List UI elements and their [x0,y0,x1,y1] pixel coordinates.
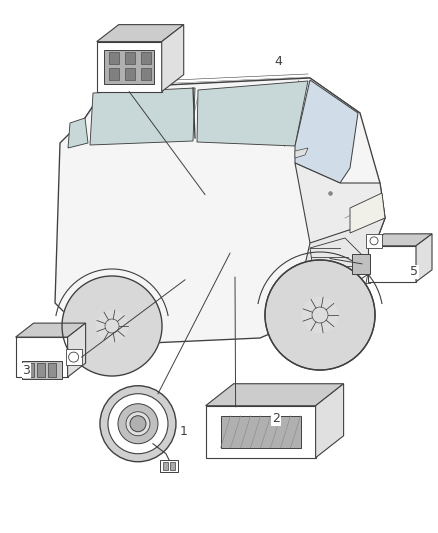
Bar [368,246,416,282]
Polygon shape [197,81,308,146]
Bar [163,462,168,470]
Polygon shape [97,25,184,42]
Circle shape [370,237,378,245]
Bar [141,68,151,79]
Text: 1: 1 [180,425,188,438]
Circle shape [100,386,176,462]
Polygon shape [316,384,343,458]
Bar [221,416,300,448]
Polygon shape [368,234,432,246]
Bar [104,50,154,84]
Text: 3: 3 [22,364,30,377]
Bar [366,234,382,248]
Polygon shape [416,234,432,282]
Circle shape [130,416,146,432]
Polygon shape [205,384,343,406]
Text: 4: 4 [274,55,282,68]
Bar [97,42,162,92]
Bar [125,52,135,63]
Polygon shape [295,80,358,183]
Bar [205,406,316,458]
Polygon shape [295,148,308,158]
Bar [170,462,175,470]
Bar [352,254,370,274]
Polygon shape [67,323,85,377]
Polygon shape [350,193,385,233]
Circle shape [108,394,168,454]
Bar [16,337,67,377]
Polygon shape [295,163,385,258]
Bar [125,68,135,79]
Circle shape [96,310,128,342]
Text: 5: 5 [410,265,418,278]
Bar [109,52,119,63]
Circle shape [62,276,162,376]
Polygon shape [162,25,184,92]
Circle shape [302,297,338,333]
Circle shape [126,411,150,436]
Bar [25,363,34,377]
Polygon shape [85,78,360,148]
Bar [109,68,119,79]
Polygon shape [295,218,385,308]
Polygon shape [16,323,85,337]
Bar [141,52,151,63]
Bar [66,349,81,365]
Circle shape [69,352,78,362]
Circle shape [265,260,375,370]
Text: 2: 2 [272,412,280,425]
Polygon shape [68,118,88,148]
Bar [48,363,56,377]
Circle shape [118,403,158,444]
Polygon shape [55,78,385,343]
Polygon shape [90,88,195,145]
Bar [21,361,62,379]
Bar [160,460,178,472]
Bar [37,363,45,377]
